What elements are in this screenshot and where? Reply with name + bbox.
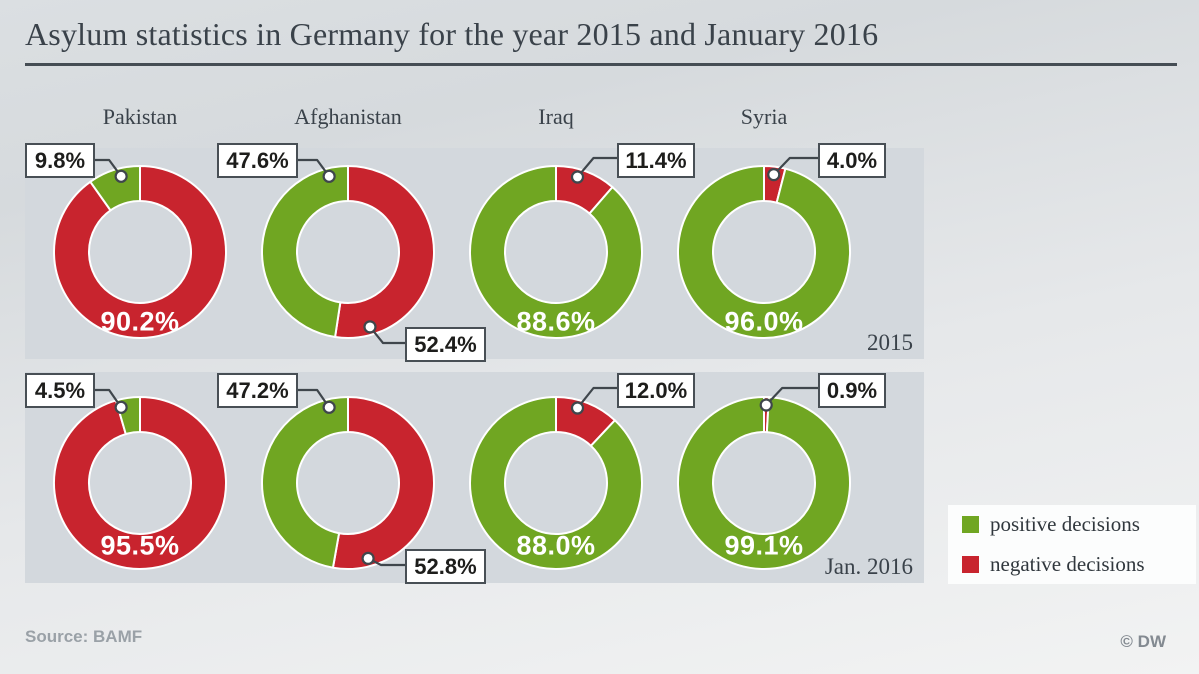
period-label-jan-2016: Jan. 2016 bbox=[824, 554, 913, 579]
callout-dot-syria-2015 bbox=[767, 168, 781, 182]
legend-item-positive: positive decisions bbox=[962, 512, 1196, 537]
callout-line-syria-2015 bbox=[772, 156, 818, 176]
negative-swatch-icon bbox=[962, 556, 979, 573]
donut-afghanistan-jan-2016-positive-slice bbox=[260, 395, 349, 569]
donut-pakistan-jan-2016-negative-slice bbox=[53, 395, 227, 570]
callout-line-afghanistan-jan-2016 bbox=[298, 388, 331, 408]
callout-line-iraq-2015 bbox=[576, 156, 617, 178]
callout-line-afghanistan-2015 bbox=[369, 326, 405, 345]
callout-dot-afghanistan-2015 bbox=[363, 320, 377, 334]
page-title: Asylum statistics in Germany for the yea… bbox=[25, 16, 879, 52]
donut-pakistan-2015-negative-slice bbox=[53, 164, 227, 339]
callout-line-pakistan-jan-2016 bbox=[95, 388, 123, 408]
callout-line-iraq-jan-2016 bbox=[576, 386, 617, 409]
legend-item-negative: negative decisions bbox=[962, 552, 1196, 577]
donut-iraq-2015-positive-slice bbox=[469, 164, 643, 339]
positive-swatch-icon bbox=[962, 516, 979, 533]
legend: positive decisions negative decisions bbox=[948, 505, 1196, 584]
donut-syria-jan-2016-positive-slice bbox=[677, 395, 852, 570]
callout-dot-afghanistan-jan-2016 bbox=[361, 551, 375, 565]
callout-line-pakistan-2015 bbox=[95, 158, 123, 177]
callout-dot-syria-jan-2016 bbox=[759, 398, 773, 412]
source-credit: Source: BAMF bbox=[25, 627, 143, 646]
callout-dot-pakistan-2015 bbox=[114, 169, 128, 183]
callout-dot-afghanistan-jan-2016 bbox=[322, 400, 336, 414]
callout-line-afghanistan-2015 bbox=[298, 158, 331, 177]
donut-afghanistan-jan-2016-negative-slice bbox=[331, 395, 435, 570]
donut-syria-2015-positive-slice bbox=[677, 164, 851, 339]
donut-afghanistan-2015-negative-slice bbox=[333, 164, 435, 339]
dw-copyright: © DW bbox=[1120, 632, 1166, 651]
callout-dot-pakistan-jan-2016 bbox=[114, 400, 128, 414]
legend-label-negative: negative decisions bbox=[990, 552, 1145, 576]
callout-line-syria-jan-2016 bbox=[765, 386, 818, 406]
callout-dot-iraq-jan-2016 bbox=[570, 401, 585, 415]
title-underline bbox=[25, 63, 1177, 66]
donut-afghanistan-2015-positive-slice bbox=[261, 164, 349, 339]
legend-label-positive: positive decisions bbox=[990, 512, 1140, 536]
callout-dot-afghanistan-2015 bbox=[322, 169, 336, 183]
period-label-2015: 2015 bbox=[867, 330, 913, 355]
callout-dot-iraq-2015 bbox=[570, 170, 585, 184]
donut-iraq-jan-2016-positive-slice bbox=[469, 395, 643, 570]
